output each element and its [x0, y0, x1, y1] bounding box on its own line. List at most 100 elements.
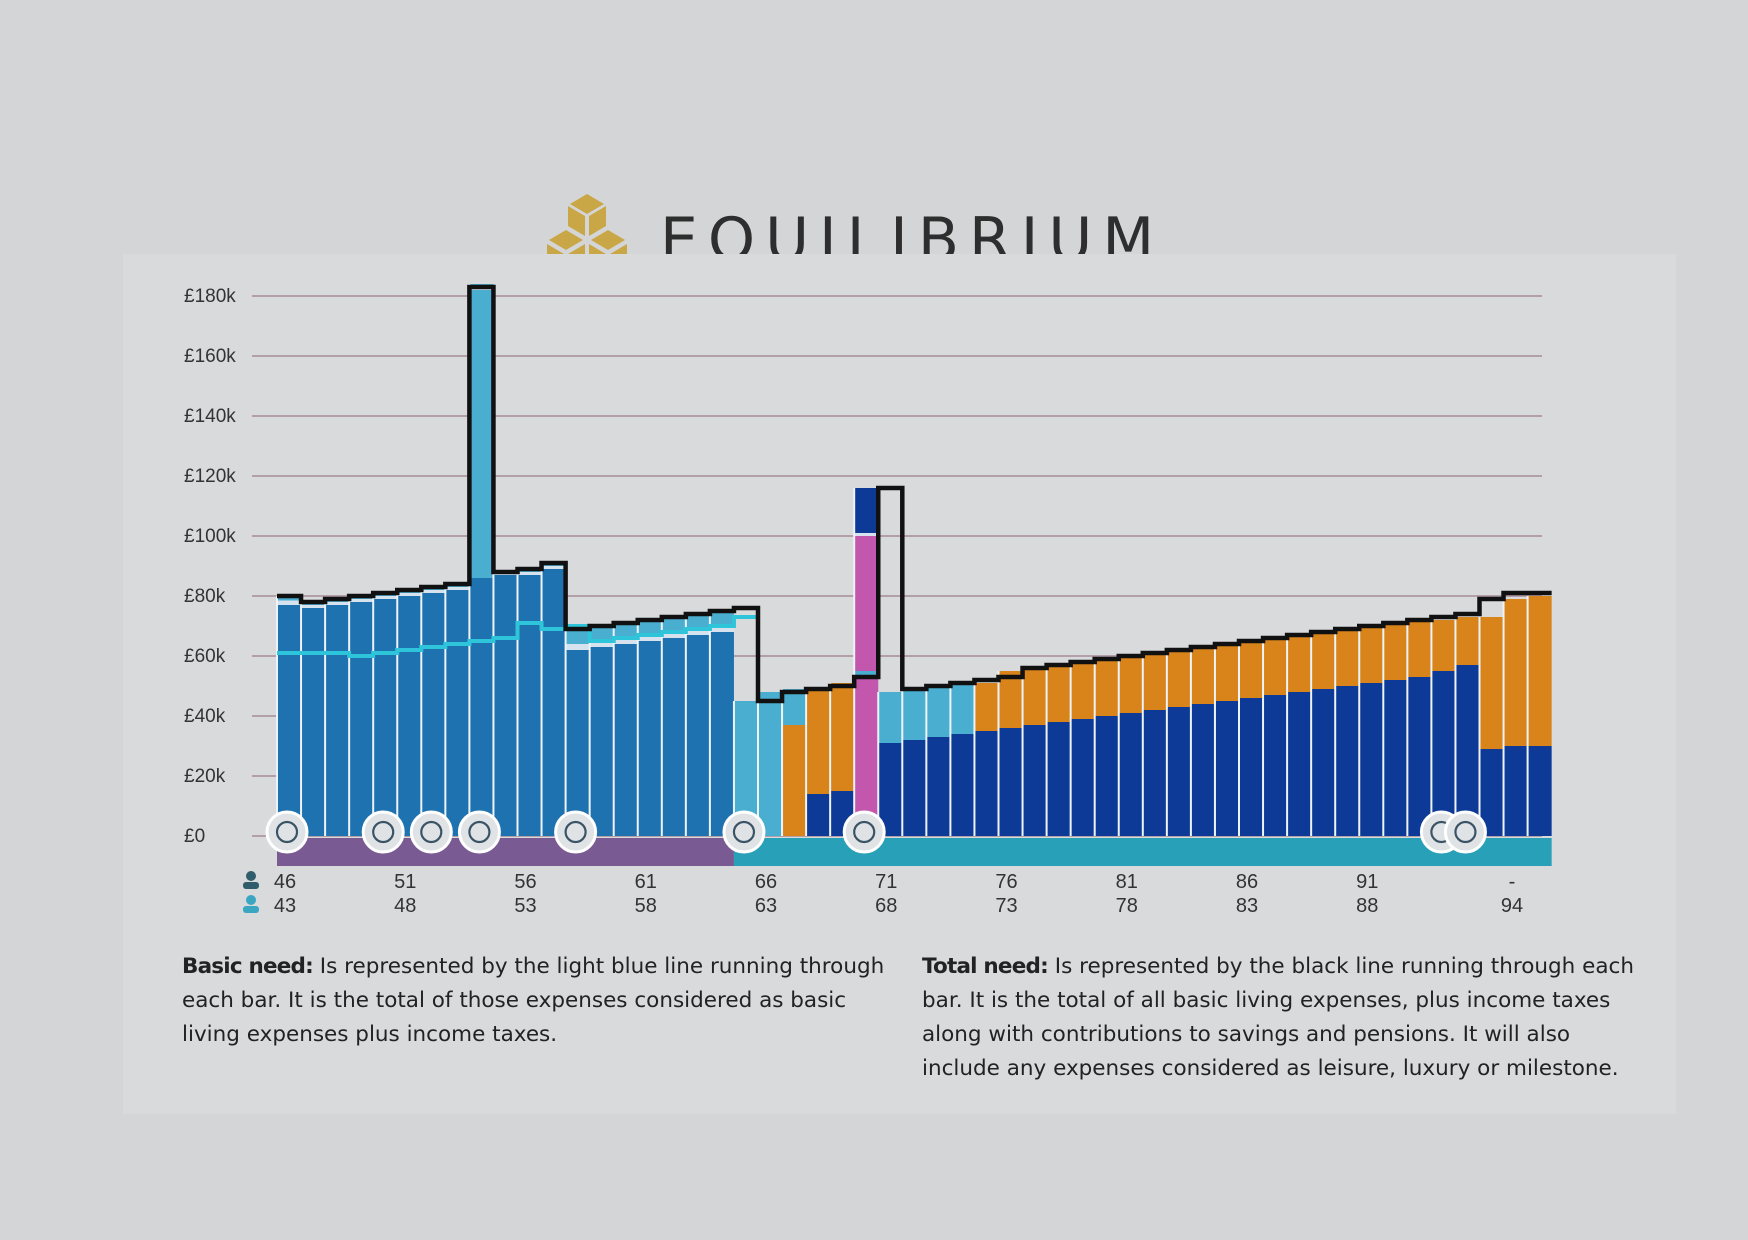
y-tick-label: £140k [184, 406, 236, 427]
bar-segment [950, 734, 975, 836]
bar-segment [421, 593, 446, 836]
bar-segment [1046, 665, 1071, 722]
age-label-person1: 71 [875, 871, 897, 893]
bar-segment [445, 587, 470, 590]
age-label-person2: 43 [274, 895, 296, 917]
bar-segment [1118, 656, 1143, 713]
bar-segment [854, 671, 879, 677]
bar-segment [758, 692, 783, 836]
bar-segment [661, 617, 686, 632]
bar-segment [301, 608, 326, 836]
y-tick-label: £160k [184, 346, 236, 367]
bar-segment [589, 626, 614, 641]
magnifier-icon [265, 810, 309, 854]
bar-segment [709, 626, 734, 632]
bar-segment [854, 533, 879, 536]
bar-segment [1190, 647, 1215, 704]
bar-segment [325, 602, 350, 605]
bar-segment [1359, 683, 1384, 836]
y-tick-label: £120k [184, 466, 236, 487]
bar-segment [613, 638, 638, 644]
basic-need-line [277, 615, 758, 658]
bar-segment [565, 650, 590, 836]
bar-segment [1166, 707, 1191, 836]
y-tick-label: £100k [184, 526, 236, 547]
bar-segment [1407, 620, 1432, 677]
bar-segment [1094, 716, 1119, 836]
age-label-person2: 53 [514, 895, 536, 917]
bar-segment [1263, 638, 1288, 695]
car-icon [361, 810, 405, 854]
bar-segment [902, 689, 927, 740]
umbrella-icon [554, 810, 598, 854]
person1-icon [246, 871, 256, 881]
bar-segment [974, 683, 999, 731]
bar-segment [613, 623, 638, 638]
bar-segment [637, 641, 662, 836]
bar-segment [1527, 596, 1552, 746]
bar-segment [445, 590, 470, 836]
bar-segment [998, 671, 1023, 728]
bar-segment [349, 599, 374, 602]
age-label-person1: 86 [1236, 871, 1258, 893]
bars [276, 284, 1552, 836]
bar-segment [878, 692, 903, 743]
house-icon [457, 810, 501, 854]
bar-segment [1455, 665, 1480, 836]
bar-segment [1431, 620, 1456, 671]
bar-segment [1335, 686, 1360, 836]
bar-segment [902, 740, 927, 836]
bar-segment [373, 599, 398, 836]
bar-segment [1287, 635, 1312, 692]
bar-segment [709, 611, 734, 626]
bar-segment [637, 620, 662, 635]
bar-segment [301, 605, 326, 608]
bar-segment [469, 578, 494, 836]
bar-segment [1503, 746, 1528, 836]
bar-segment [397, 596, 422, 836]
age-label-person1: 76 [995, 871, 1017, 893]
bar-segment [685, 629, 710, 635]
bar-segment [1214, 644, 1239, 701]
bar-segment [1239, 641, 1264, 698]
bar-segment [373, 596, 398, 599]
age-label-person2: 63 [755, 895, 777, 917]
bar-segment [589, 647, 614, 836]
bar-segment [685, 635, 710, 836]
bar-segment [1407, 677, 1432, 836]
bar-segment [277, 605, 302, 836]
event-markers [265, 810, 1487, 854]
bar-segment [1335, 629, 1360, 686]
bar-segment [1022, 668, 1047, 725]
basic-need-title: Basic need: [182, 954, 314, 979]
bar-segment [517, 575, 542, 836]
bar-segment [1431, 671, 1456, 836]
bar-segment [685, 614, 710, 629]
bar-segment [1142, 653, 1167, 710]
bar-segment [1118, 713, 1143, 836]
age-label-person2: 73 [995, 895, 1017, 917]
bar-segment [998, 728, 1023, 836]
bar-segment [830, 683, 855, 791]
gravestone-icon [1443, 810, 1487, 854]
plane-icon [409, 810, 453, 854]
bar-segment [1503, 599, 1528, 746]
bar-segment [589, 641, 614, 647]
boat-icon [842, 810, 886, 854]
bar-segment [1166, 650, 1191, 707]
bar-segment [974, 731, 999, 836]
bar-segment [926, 686, 951, 737]
bar-segment [1142, 710, 1167, 836]
age-label-person2: 94 [1501, 895, 1523, 917]
age-label-person1: 51 [394, 871, 416, 893]
y-tick-label: £60k [184, 646, 226, 667]
bar-segment [806, 794, 831, 836]
person2-icon [246, 895, 256, 905]
bar-segment [1287, 692, 1312, 836]
bar-segment [421, 590, 446, 593]
bar-segment [397, 593, 422, 596]
age-label-person2: 58 [635, 895, 657, 917]
age-label-person2: 83 [1236, 895, 1258, 917]
bar-segment [1070, 719, 1095, 836]
bar-segment [517, 572, 542, 575]
